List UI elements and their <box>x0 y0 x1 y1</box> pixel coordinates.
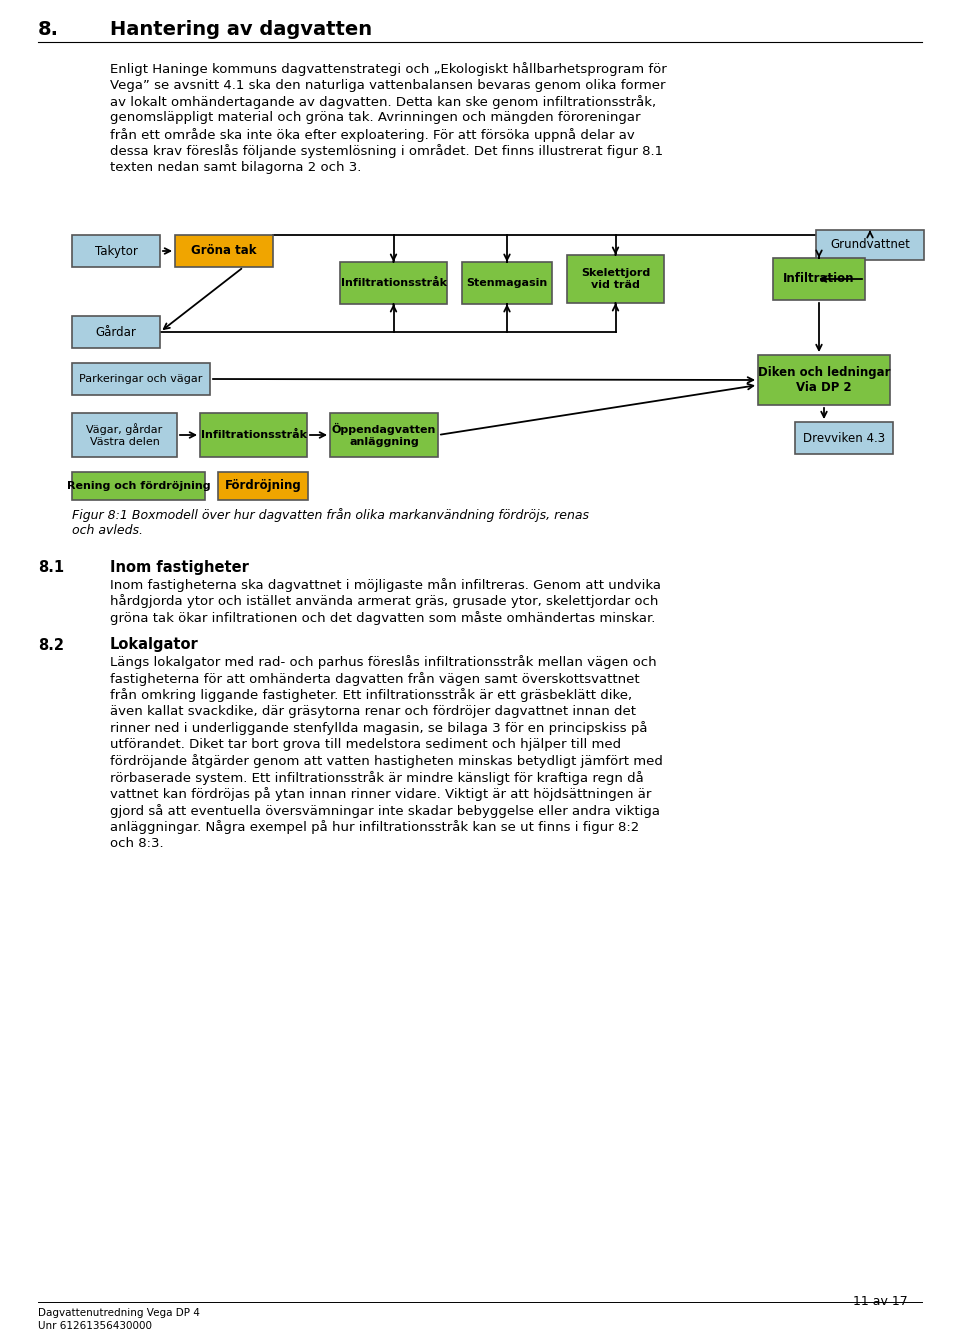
Text: Parkeringar och vägar: Parkeringar och vägar <box>80 375 203 384</box>
FancyBboxPatch shape <box>72 363 210 395</box>
Text: texten nedan samt bilagorna 2 och 3.: texten nedan samt bilagorna 2 och 3. <box>110 161 361 175</box>
Text: Vega” se avsnitt 4.1 ska den naturliga vattenbalansen bevaras genom olika former: Vega” se avsnitt 4.1 ska den naturliga v… <box>110 79 665 92</box>
Text: av lokalt omhändertagande av dagvatten. Detta kan ske genom infiltrationsstråk,: av lokalt omhändertagande av dagvatten. … <box>110 95 656 109</box>
Text: Figur 8:1 Boxmodell över hur dagvatten från olika markanvändning fördröjs, renas: Figur 8:1 Boxmodell över hur dagvatten f… <box>72 508 589 523</box>
FancyBboxPatch shape <box>200 413 307 457</box>
FancyBboxPatch shape <box>340 263 447 304</box>
Text: rinner ned i underliggande stenfyllda magasin, se bilaga 3 för en principskiss p: rinner ned i underliggande stenfyllda ma… <box>110 721 647 736</box>
Text: Grundvattnet: Grundvattnet <box>830 239 910 252</box>
Text: Gårdar: Gårdar <box>96 325 136 339</box>
Text: Stenmagasin: Stenmagasin <box>467 279 547 288</box>
Text: 8.: 8. <box>38 20 59 39</box>
Text: fastigheterna för att omhänderta dagvatten från vägen samt överskottsvattnet: fastigheterna för att omhänderta dagvatt… <box>110 672 639 686</box>
FancyBboxPatch shape <box>816 231 924 260</box>
Text: Gröna tak: Gröna tak <box>191 244 256 257</box>
Text: även kallat svackdike, där gräsytorna renar och fördröjer dagvattnet innan det: även kallat svackdike, där gräsytorna re… <box>110 705 636 718</box>
Text: Infiltration: Infiltration <box>783 272 854 285</box>
Text: Längs lokalgator med rad- och parhus föreslås infiltrationsstråk mellan vägen oc: Längs lokalgator med rad- och parhus för… <box>110 656 657 669</box>
FancyBboxPatch shape <box>567 255 664 303</box>
Text: vattnet kan fördröjas på ytan innan rinner vidare. Viktigt är att höjdsättningen: vattnet kan fördröjas på ytan innan rinn… <box>110 788 652 801</box>
FancyBboxPatch shape <box>72 413 177 457</box>
Text: 11 av 17: 11 av 17 <box>852 1294 907 1308</box>
Text: från omkring liggande fastigheter. Ett infiltrationsstråk är ett gräsbeklätt dik: från omkring liggande fastigheter. Ett i… <box>110 689 632 702</box>
Text: 8.2: 8.2 <box>38 637 64 652</box>
FancyBboxPatch shape <box>462 263 552 304</box>
Text: 8.1: 8.1 <box>38 560 64 575</box>
Text: Diken och ledningar
Via DP 2: Diken och ledningar Via DP 2 <box>757 367 890 395</box>
Text: Öppendagvatten
anläggning: Öppendagvatten anläggning <box>332 423 436 447</box>
Text: Fördröjning: Fördröjning <box>225 480 301 492</box>
FancyBboxPatch shape <box>218 472 308 500</box>
Text: utförandet. Diket tar bort grova till medelstora sediment och hjälper till med: utförandet. Diket tar bort grova till me… <box>110 738 621 750</box>
Text: gjord så att eventuella översvämningar inte skadar bebyggelse eller andra viktig: gjord så att eventuella översvämningar i… <box>110 804 660 818</box>
Text: Vägar, gårdar
Västra delen: Vägar, gårdar Västra delen <box>86 424 162 447</box>
Text: Infiltrationsstråk: Infiltrationsstråk <box>201 431 306 440</box>
Text: Drevviken 4.3: Drevviken 4.3 <box>803 432 885 444</box>
FancyBboxPatch shape <box>330 413 438 457</box>
Text: Unr 61261356430000: Unr 61261356430000 <box>38 1321 152 1330</box>
Text: anläggningar. Några exempel på hur infiltrationsstråk kan se ut finns i figur 8:: anläggningar. Några exempel på hur infil… <box>110 821 639 834</box>
Text: Skelettjord
vid träd: Skelettjord vid träd <box>581 268 650 289</box>
FancyBboxPatch shape <box>758 355 890 405</box>
Text: Hantering av dagvatten: Hantering av dagvatten <box>110 20 372 39</box>
Text: gröna tak ökar infiltrationen och det dagvatten som måste omhändertas minskar.: gröna tak ökar infiltrationen och det da… <box>110 611 656 625</box>
Text: Lokalgator: Lokalgator <box>110 637 199 652</box>
FancyBboxPatch shape <box>795 423 893 455</box>
FancyBboxPatch shape <box>72 235 160 267</box>
Text: dessa krav föreslås följande systemlösning i området. Det finns illustrerat figu: dessa krav föreslås följande systemlösni… <box>110 144 663 159</box>
FancyBboxPatch shape <box>175 235 273 267</box>
Text: Inom fastigheterna ska dagvattnet i möjligaste mån infiltreras. Genom att undvik: Inom fastigheterna ska dagvattnet i möjl… <box>110 579 661 592</box>
Text: fördröjande åtgärder genom att vatten hastigheten minskas betydligt jämfört med: fördröjande åtgärder genom att vatten ha… <box>110 754 662 768</box>
Text: hårdgjorda ytor och istället använda armerat gräs, grusade ytor, skelettjordar o: hårdgjorda ytor och istället använda arm… <box>110 595 659 608</box>
Text: Inom fastigheter: Inom fastigheter <box>110 560 249 575</box>
Text: Dagvattenutredning Vega DP 4: Dagvattenutredning Vega DP 4 <box>38 1308 200 1318</box>
Text: och avleds.: och avleds. <box>72 524 143 537</box>
Text: Infiltrationsstråk: Infiltrationsstråk <box>341 279 446 288</box>
Text: Takytor: Takytor <box>95 244 137 257</box>
Text: rörbaserade system. Ett infiltrationsstråk är mindre känsligt för kraftiga regn : rörbaserade system. Ett infiltrationsstr… <box>110 770 644 785</box>
Text: genomsläppligt material och gröna tak. Avrinningen och mängden föroreningar: genomsläppligt material och gröna tak. A… <box>110 112 640 124</box>
FancyBboxPatch shape <box>72 472 205 500</box>
FancyBboxPatch shape <box>72 316 160 348</box>
Text: Rening och fördröjning: Rening och fördröjning <box>66 481 210 491</box>
Text: från ett område ska inte öka efter exploatering. För att försöka uppnå delar av: från ett område ska inte öka efter explo… <box>110 128 635 143</box>
FancyBboxPatch shape <box>773 259 865 300</box>
Text: Enligt Haninge kommuns dagvattenstrategi och „Ekologiskt hållbarhetsprogram för: Enligt Haninge kommuns dagvattenstrategi… <box>110 63 667 76</box>
Text: och 8:3.: och 8:3. <box>110 837 163 850</box>
